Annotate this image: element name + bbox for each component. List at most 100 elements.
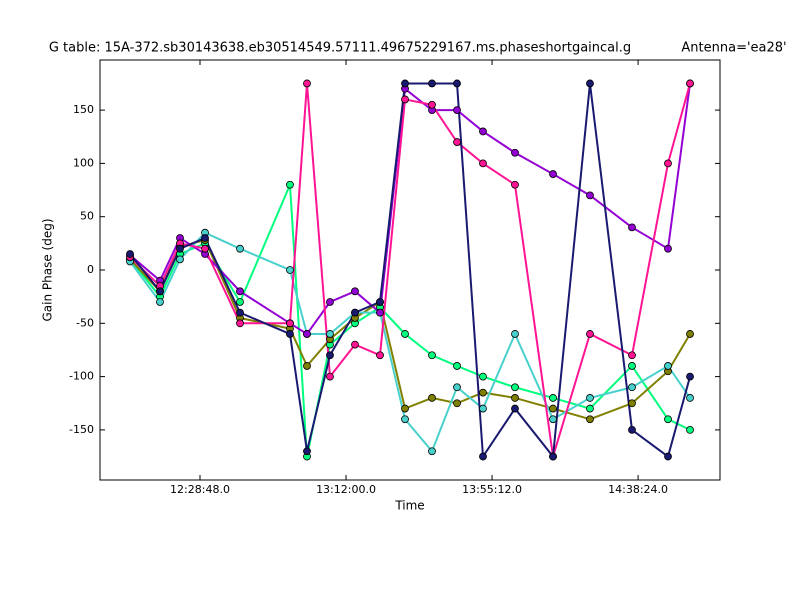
data-point	[453, 362, 461, 370]
data-point	[428, 79, 436, 88]
data-point	[511, 383, 519, 392]
y-tick-label: -50	[76, 316, 94, 329]
data-point	[286, 180, 294, 189]
data-point	[511, 330, 519, 338]
data-point	[628, 383, 636, 392]
data-point	[326, 298, 334, 306]
plot-area	[126, 79, 694, 461]
data-point	[479, 372, 487, 381]
data-point	[586, 415, 594, 424]
data-point	[479, 452, 487, 461]
data-point	[453, 106, 461, 115]
y-tick-label: 50	[80, 210, 94, 223]
data-point	[664, 159, 672, 168]
data-point	[303, 362, 311, 370]
y-tick-label: -150	[69, 423, 94, 436]
y-tick-label: -100	[69, 370, 94, 383]
data-point	[664, 362, 672, 370]
data-point	[479, 388, 487, 397]
y-tick-label: 100	[73, 156, 94, 169]
data-point	[326, 372, 334, 381]
series-line	[129, 82, 691, 460]
data-point	[156, 287, 164, 296]
data-point	[511, 394, 519, 402]
data-point	[686, 372, 694, 381]
data-point	[286, 266, 294, 274]
data-point	[236, 244, 244, 253]
series-line	[129, 238, 691, 421]
y-tick-label: 0	[87, 263, 94, 276]
data-point	[511, 180, 519, 189]
data-point	[686, 330, 694, 338]
data-point	[126, 250, 134, 258]
data-point	[428, 351, 436, 360]
x-tick-label: 12:28:48.0	[170, 483, 230, 496]
data-point	[326, 351, 334, 360]
data-point	[176, 244, 184, 253]
data-point	[401, 330, 409, 338]
data-point	[479, 159, 487, 168]
data-point	[549, 452, 557, 461]
data-point	[236, 298, 244, 306]
data-point	[628, 399, 636, 408]
x-tick-label: 13:12:00.0	[316, 483, 376, 496]
data-point	[453, 399, 461, 408]
data-point	[453, 138, 461, 146]
x-tick-label: 13:55:12.0	[462, 483, 522, 496]
data-point	[351, 340, 359, 349]
data-point	[586, 79, 594, 88]
data-point	[376, 298, 384, 306]
data-point	[453, 79, 461, 88]
data-point	[686, 394, 694, 402]
data-point	[176, 255, 184, 264]
data-point	[401, 404, 409, 413]
data-point	[401, 415, 409, 424]
data-point	[303, 79, 311, 88]
data-point	[511, 148, 519, 157]
data-point	[376, 351, 384, 360]
data-point	[351, 287, 359, 296]
series-line	[129, 83, 691, 457]
data-point	[236, 308, 244, 317]
data-point	[586, 330, 594, 338]
data-point	[479, 404, 487, 413]
data-point	[686, 79, 694, 88]
data-point	[549, 394, 557, 402]
data-point	[201, 234, 209, 242]
chart-subtitle: Antenna='ea28'	[681, 41, 786, 56]
data-point	[586, 394, 594, 402]
data-point	[511, 404, 519, 413]
data-point	[236, 319, 244, 328]
data-point	[549, 404, 557, 413]
data-point	[549, 415, 557, 424]
data-point	[303, 330, 311, 338]
data-point	[549, 170, 557, 178]
y-axis-label: Gain Phase (deg)	[41, 218, 55, 321]
data-point	[686, 425, 694, 434]
data-point	[351, 308, 359, 317]
y-tick-label: 150	[73, 103, 94, 116]
chart-title: G table: 15A-372.sb30143638.eb30514549.5…	[49, 41, 631, 56]
data-point	[303, 447, 311, 456]
data-point	[428, 394, 436, 402]
data-point	[401, 95, 409, 104]
data-point	[628, 351, 636, 360]
data-point	[286, 330, 294, 338]
data-point	[586, 404, 594, 413]
data-point	[401, 79, 409, 88]
data-point	[201, 244, 209, 253]
data-point	[376, 308, 384, 317]
series-line	[129, 231, 691, 454]
data-point	[428, 447, 436, 456]
data-point	[664, 244, 672, 253]
data-point	[156, 298, 164, 306]
data-point	[326, 330, 334, 338]
data-point	[453, 383, 461, 392]
x-axis-label: Time	[394, 499, 424, 513]
data-point	[628, 425, 636, 434]
data-point	[664, 415, 672, 424]
data-point	[479, 127, 487, 136]
